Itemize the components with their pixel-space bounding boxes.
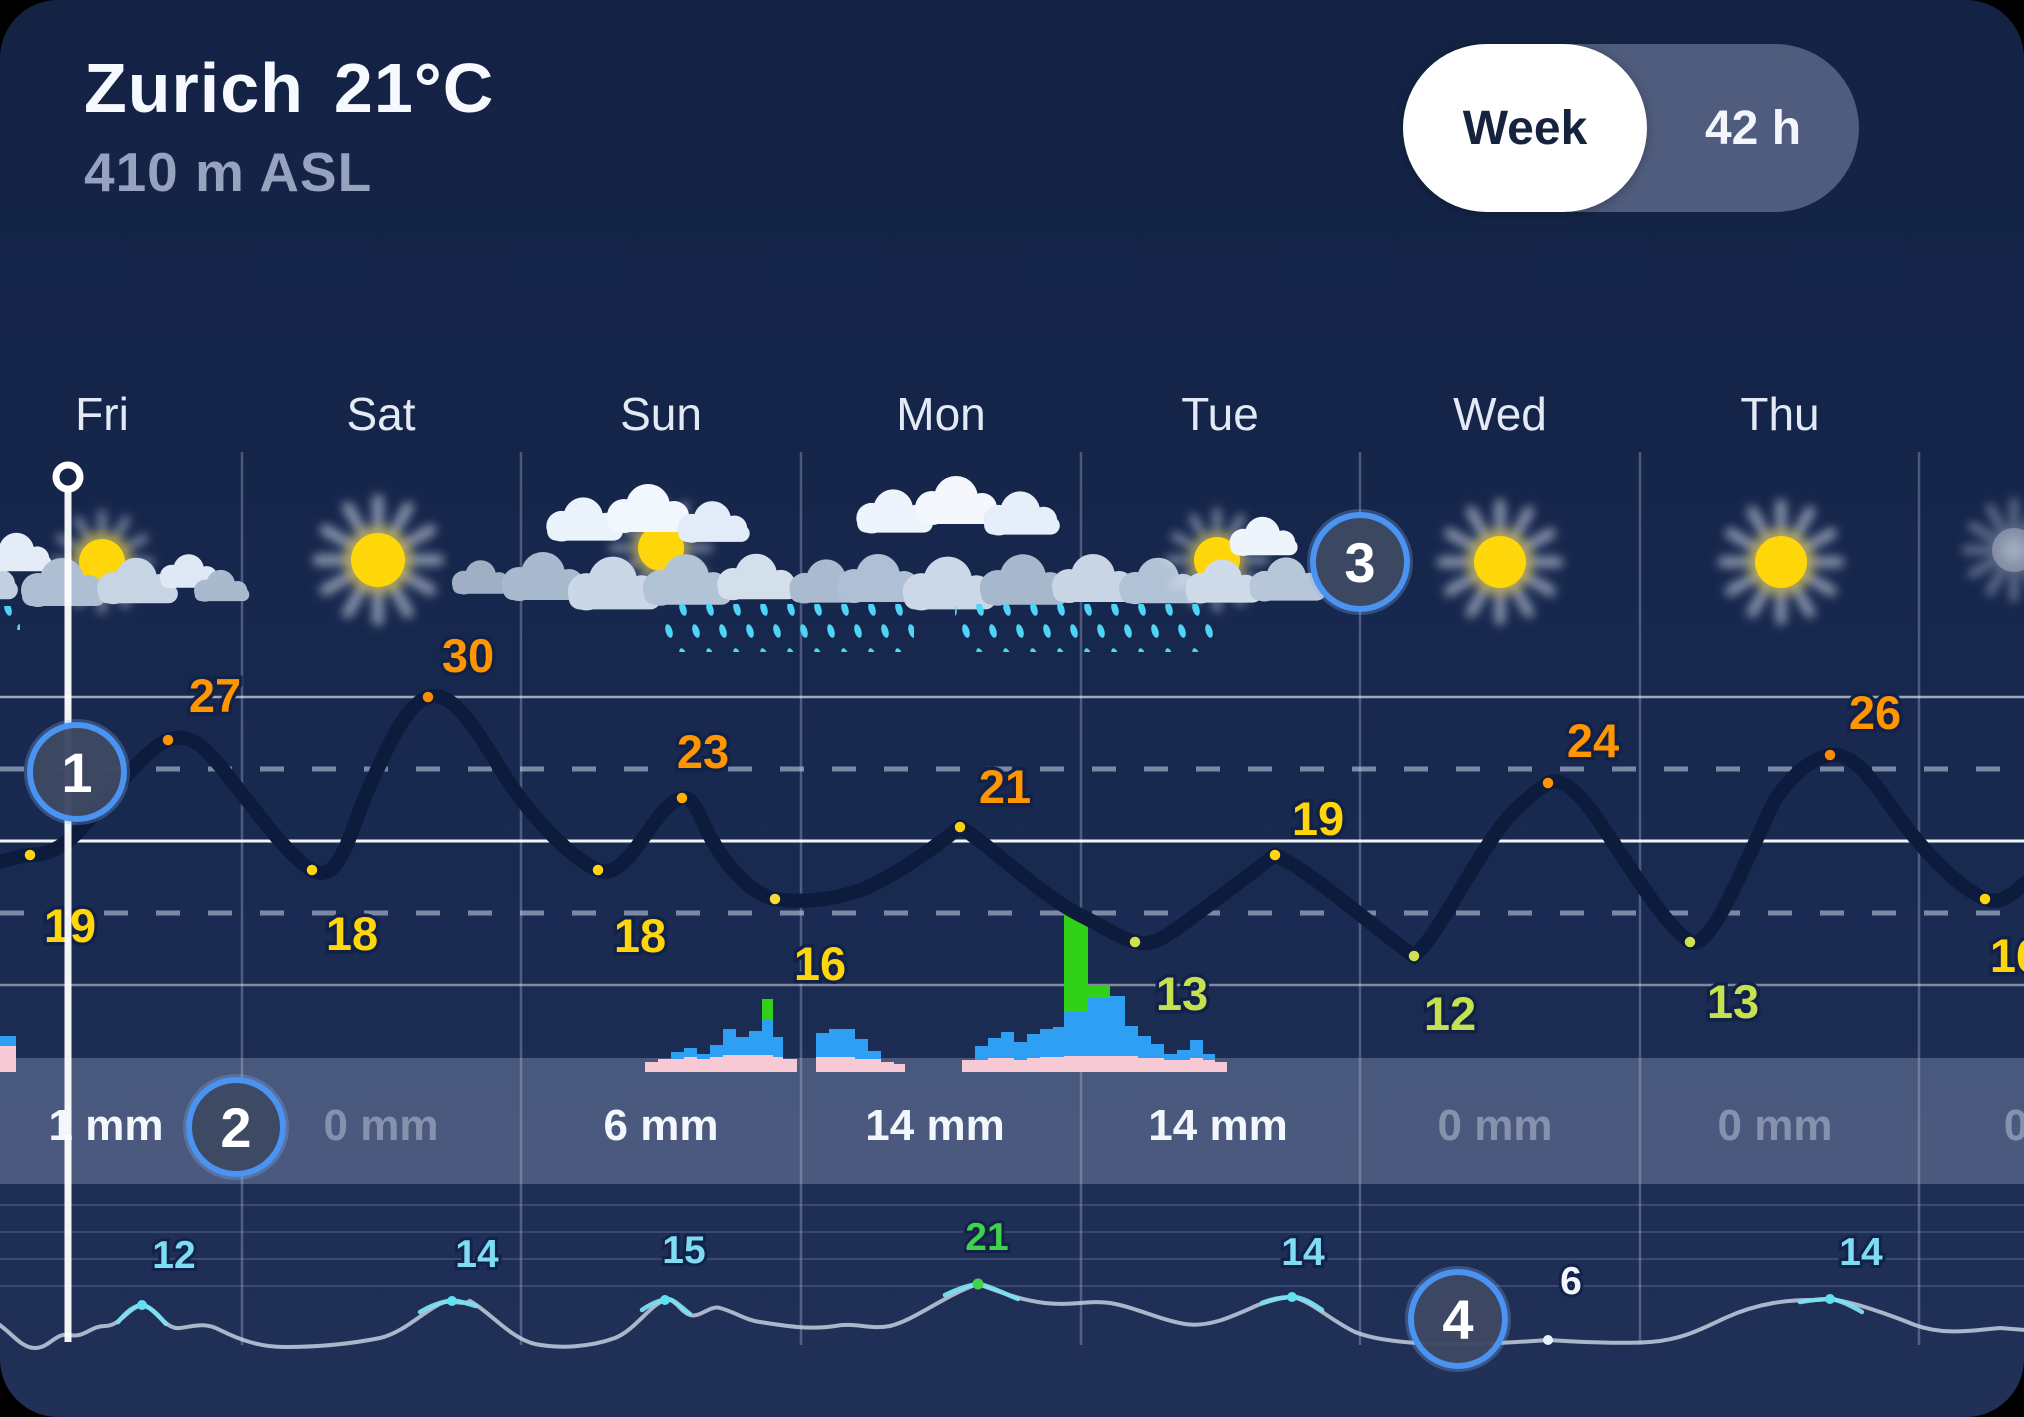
precip-wed: 0 mm <box>1438 1101 1553 1150</box>
toggle-option-week[interactable]: Week <box>1403 44 1647 212</box>
low-next-day: 16 <box>1990 929 2024 982</box>
forecast-range-toggle[interactable]: Week 42 h <box>1403 44 1859 212</box>
wind-gridlines <box>0 1204 2024 1287</box>
precip-sat: 0 mm <box>324 1101 439 1150</box>
low-mon: 16 <box>794 937 846 990</box>
annotation-badge-3[interactable]: 3 <box>1310 512 1410 612</box>
day-label-thu: Thu <box>1740 388 1819 440</box>
mon-rain-icon <box>837 476 1200 611</box>
wind-line: 12 14 15 21 14 6 14 <box>0 1213 2024 1351</box>
wind-wed: 6 <box>1560 1260 1582 1303</box>
day-label-sun: Sun <box>620 388 702 440</box>
precip-thu: 0 mm <box>1718 1101 1833 1150</box>
precipitation-band <box>0 1058 2024 1184</box>
low-sun: 18 <box>614 909 666 962</box>
day-label-fri: Fri <box>75 388 129 440</box>
temperature-curve: 27 30 23 21 19 24 26 19 18 18 16 13 12 1… <box>0 626 2024 1044</box>
day-label-sat: Sat <box>346 388 415 440</box>
precip-tue: 14 mm <box>1148 1101 1287 1150</box>
time-marker[interactable] <box>52 461 84 1342</box>
annotation-badge-4[interactable]: 4 <box>1408 1269 1508 1369</box>
low-tue: 13 <box>1156 967 1208 1020</box>
wind-fri: 12 <box>152 1234 195 1277</box>
rain-drops <box>0 604 1217 652</box>
precip-mon: 14 mm <box>865 1101 1004 1150</box>
wed-sunny-icon <box>1442 504 1557 619</box>
temperature-labels: 27 30 23 21 19 24 26 19 18 18 16 13 12 1… <box>40 626 2024 1044</box>
sat-sunny-icon <box>318 500 512 620</box>
wind-tue: 14 <box>1281 1231 1325 1274</box>
sun-rain-showers-icon <box>502 484 908 611</box>
current-temperature: 21°C <box>333 49 495 127</box>
wind-sat: 14 <box>455 1233 499 1276</box>
tue-sun-cloud-rain-icon <box>1169 512 1326 608</box>
day-label-tue: Tue <box>1181 388 1259 440</box>
wind-labels: 12 14 15 21 14 6 14 <box>149 1213 1886 1306</box>
temperature-dots <box>23 690 1992 963</box>
high-tue: 19 <box>1292 792 1344 845</box>
high-sun: 23 <box>677 725 729 778</box>
high-sat: 30 <box>442 629 494 682</box>
low-wed: 12 <box>1424 987 1476 1040</box>
wind-mon: 21 <box>965 1216 1008 1259</box>
city-name: Zurich <box>84 49 304 127</box>
annotation-badge-1[interactable]: 1 <box>27 722 127 822</box>
day-label-mon: Mon <box>896 388 985 440</box>
low-sat: 18 <box>326 907 378 960</box>
temperature-gridlines <box>0 695 2024 987</box>
precipitation-bars <box>0 913 1227 1072</box>
low-thu: 13 <box>1707 975 1759 1028</box>
wind-sun: 15 <box>662 1229 705 1272</box>
thu-sunny-icon <box>1723 504 1838 619</box>
high-fri: 27 <box>189 669 241 722</box>
precip-sun: 6 mm <box>604 1101 719 1150</box>
wind-dots <box>137 1278 1835 1345</box>
next-day-partial-sun-icon <box>1966 502 2024 598</box>
location-header: Zurich 21°C <box>84 48 494 128</box>
high-thu: 26 <box>1849 686 1901 739</box>
high-wed: 24 <box>1567 714 1619 767</box>
precip-next-day: 0 <box>2004 1101 2024 1150</box>
annotation-badge-2[interactable]: 2 <box>186 1077 286 1177</box>
high-mon: 21 <box>979 760 1031 813</box>
elevation-label: 410 m ASL <box>84 141 373 203</box>
day-labels-row: Fri Sat Sun Mon Tue Wed Thu <box>75 388 1819 440</box>
weather-icons-row <box>0 476 2024 652</box>
wind-thu: 14 <box>1839 1231 1883 1274</box>
fri-partly-cloudy-icon <box>0 514 250 610</box>
toggle-option-42h[interactable]: 42 h <box>1704 101 1802 155</box>
day-label-wed: Wed <box>1453 388 1547 440</box>
